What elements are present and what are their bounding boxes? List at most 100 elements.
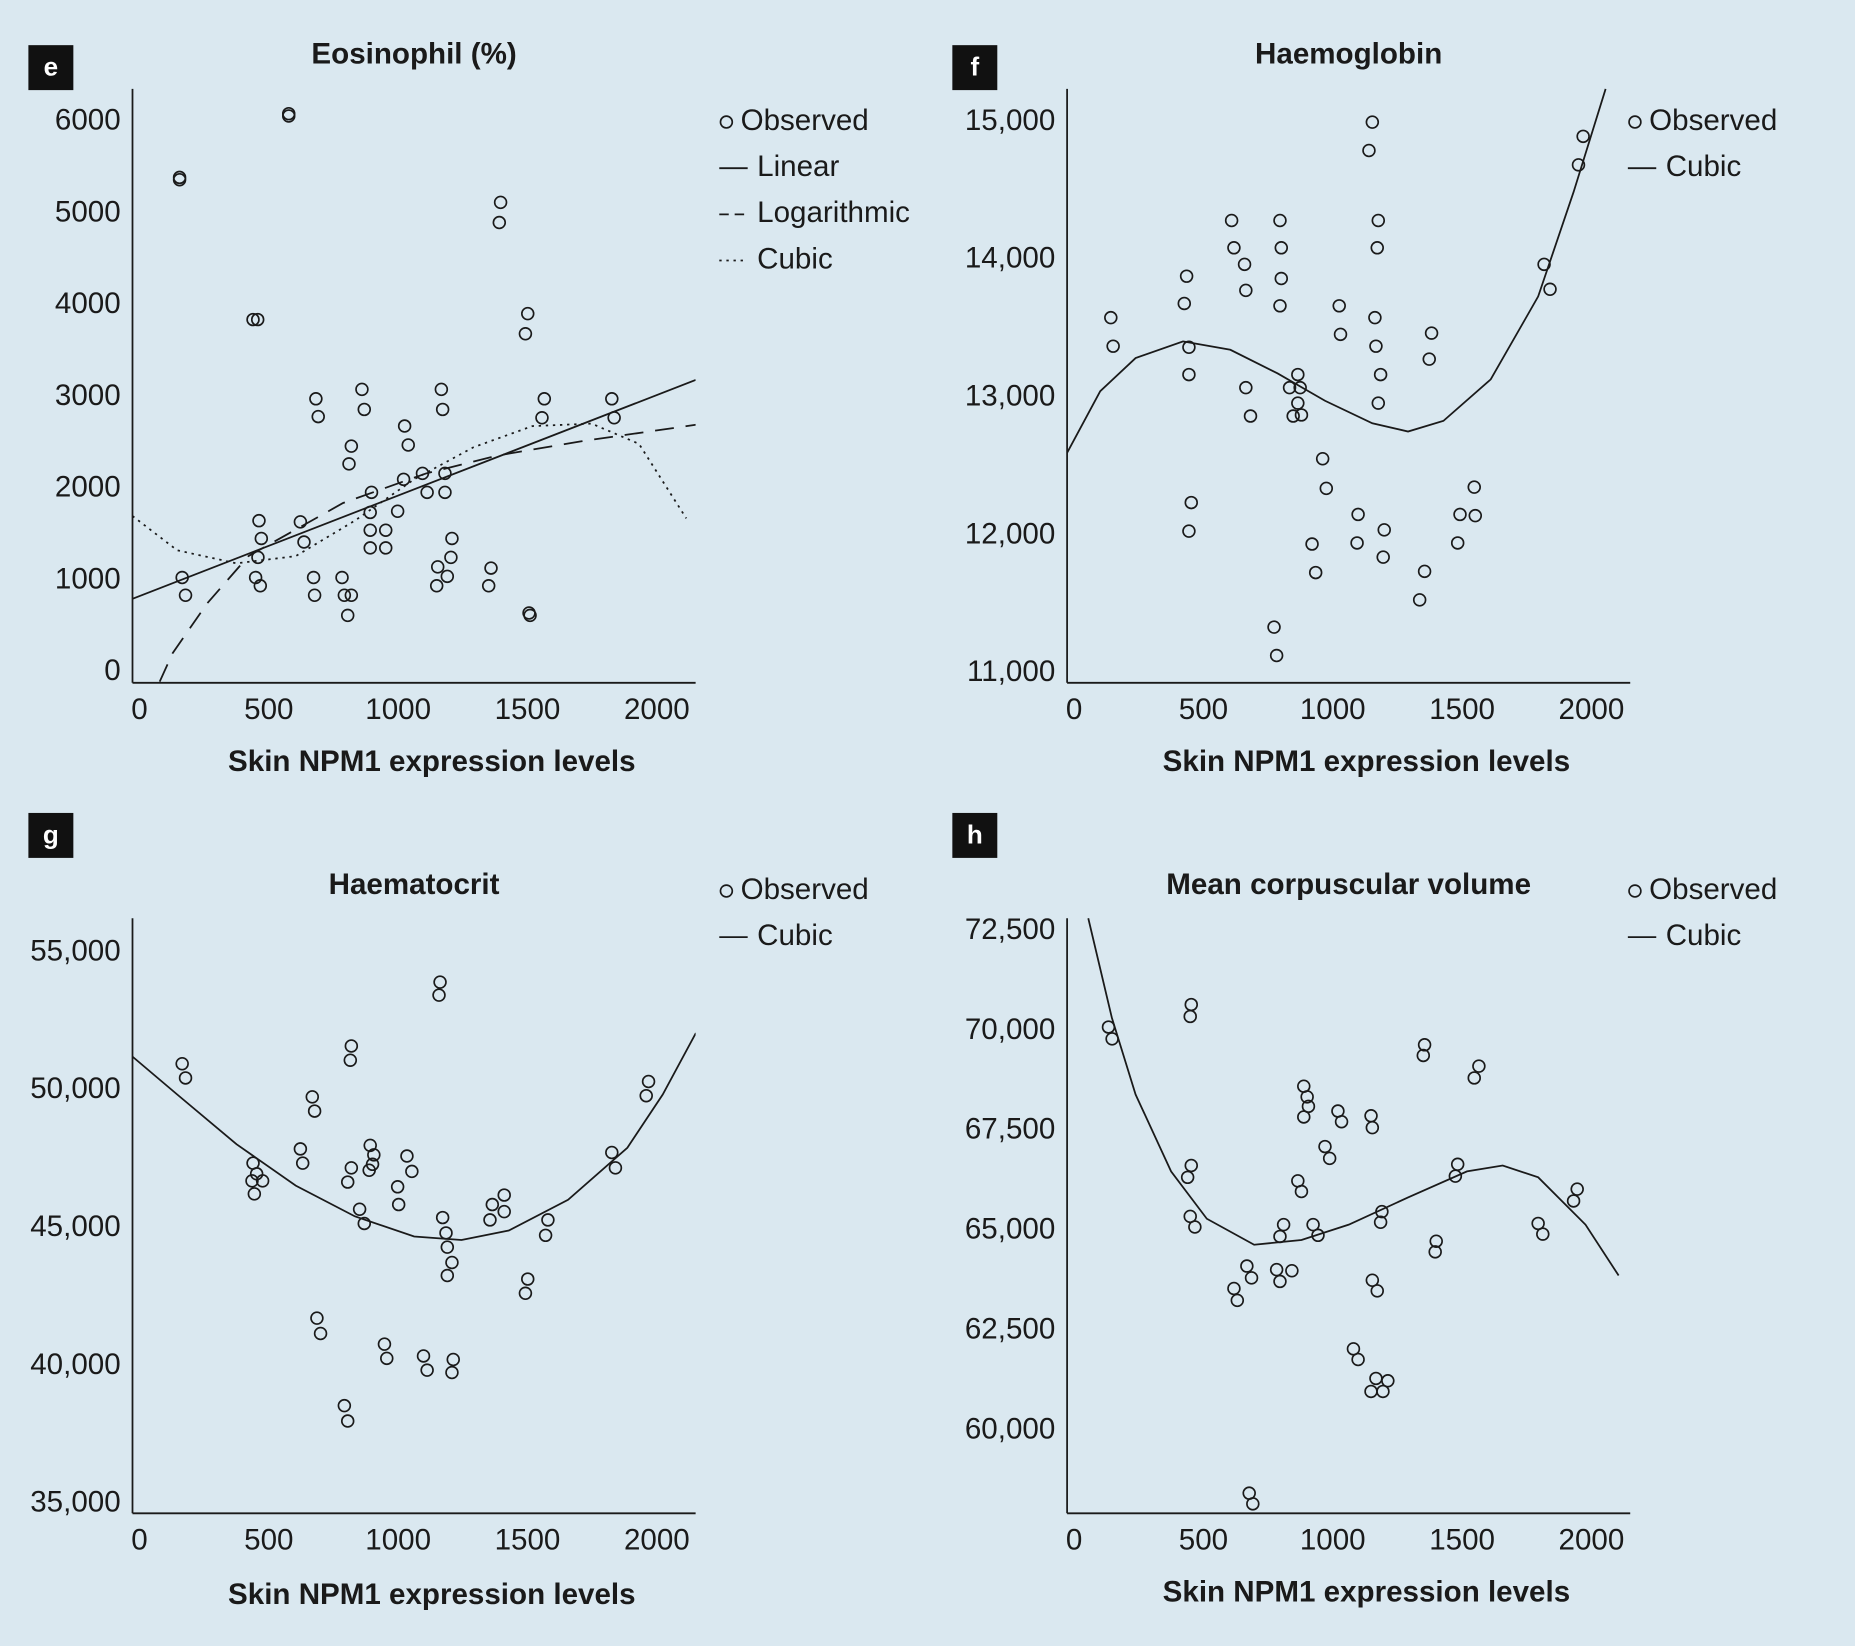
x-tick-label: 1000: [1300, 693, 1366, 726]
data-point: [396, 472, 411, 487]
data-point: [1428, 1245, 1442, 1259]
data-point: [1294, 408, 1309, 422]
data-point: [435, 1210, 450, 1225]
y-tick-label: 62,500: [965, 1312, 1055, 1345]
data-point: [1274, 241, 1289, 255]
data-point: [1571, 158, 1586, 172]
y-tick-label: 2000: [55, 471, 121, 504]
data-point: [444, 550, 458, 565]
panel-label-box: [28, 45, 74, 91]
data-point: [1362, 143, 1376, 158]
data-point: [307, 588, 322, 602]
data-point: [307, 1104, 322, 1118]
data-point: [1371, 396, 1386, 410]
x-tick-label: 500: [244, 693, 293, 726]
data-point: [1104, 310, 1118, 325]
data-point: [305, 1090, 320, 1104]
data-point: [605, 392, 619, 406]
legend-label: Observed: [1649, 873, 1777, 906]
data-point: [420, 485, 434, 500]
legend-label: Cubic: [757, 242, 833, 275]
y-tick-label: 3000: [55, 379, 121, 412]
data-point: [1424, 326, 1439, 340]
data-point: [446, 1352, 460, 1367]
y-tick-label: 12,000: [965, 517, 1055, 550]
data-point: [1276, 1217, 1291, 1232]
data-point: [363, 541, 377, 555]
data-point: [344, 439, 359, 453]
data-point: [1273, 299, 1287, 313]
x-tick-label: 1500: [495, 1524, 561, 1557]
x-tick-label: 1500: [1429, 693, 1495, 726]
panel-label: e: [44, 52, 58, 82]
y-tick-label: 1000: [55, 562, 121, 595]
data-point: [247, 1187, 262, 1201]
data-point: [342, 457, 356, 471]
data-point: [1370, 241, 1384, 255]
data-point: [250, 312, 265, 327]
x-tick-label: 2000: [1559, 693, 1625, 726]
data-point: [1332, 299, 1346, 313]
x-tick-label: 0: [1066, 693, 1082, 726]
data-point: [344, 588, 359, 602]
data-point: [1543, 282, 1557, 297]
x-tick-label: 500: [1179, 1524, 1228, 1557]
y-tick-label: 15,000: [965, 104, 1055, 137]
x-tick-label: 1000: [365, 1524, 431, 1557]
data-point: [1305, 537, 1319, 551]
data-point: [310, 1311, 324, 1325]
legend-label: Cubic: [757, 919, 833, 952]
data-point: [1570, 1182, 1584, 1196]
y-tick-label: 40,000: [30, 1348, 120, 1381]
data-point: [1269, 1262, 1284, 1277]
data-point: [344, 1161, 359, 1175]
data-point: [1448, 1169, 1463, 1183]
data-point: [281, 109, 296, 123]
data-point: [1429, 1234, 1443, 1248]
data-point: [420, 1363, 434, 1377]
data-point: [405, 1164, 419, 1179]
data-point: [390, 504, 405, 518]
data-point: [293, 515, 308, 529]
data-point: [1273, 213, 1287, 228]
data-point: [537, 392, 552, 406]
data-point: [1106, 339, 1120, 353]
y-tick-label: 50,000: [30, 1072, 120, 1105]
data-point: [1536, 1227, 1550, 1241]
data-point: [363, 1138, 377, 1153]
data-point: [1274, 271, 1289, 286]
legend-label: Cubic: [1666, 919, 1742, 952]
data-point: [1537, 257, 1551, 272]
data-point: [293, 1142, 308, 1156]
data-point: [367, 1148, 381, 1162]
data-point: [429, 579, 444, 593]
data-point: [1293, 380, 1307, 395]
data-point: [1286, 409, 1300, 423]
data-point: [1227, 1281, 1241, 1296]
data-point: [440, 1240, 455, 1254]
y-tick-label: 55,000: [30, 934, 120, 967]
data-point: [340, 1175, 355, 1189]
legend-label: Observed: [741, 873, 869, 906]
data-point: [518, 1286, 533, 1301]
data-point: [518, 327, 533, 341]
data-point: [440, 1268, 455, 1283]
data-point: [1244, 1271, 1259, 1285]
y-tick-label: 67,500: [965, 1113, 1055, 1146]
panel-label-box: [952, 812, 998, 858]
legend-label: Linear: [757, 150, 839, 183]
x-tick-label: 0: [131, 693, 147, 726]
data-point: [362, 1163, 376, 1177]
data-point: [433, 975, 447, 989]
data-point: [1412, 593, 1427, 607]
y-tick-label: 0: [104, 654, 120, 687]
y-tick-label: 14,000: [965, 242, 1055, 275]
data-point: [401, 438, 415, 452]
data-point: [1365, 115, 1380, 129]
data-point: [175, 1057, 189, 1071]
panel-label-box: [28, 812, 74, 858]
data-point: [357, 1216, 372, 1231]
data-point: [400, 1149, 414, 1163]
data-point: [1315, 452, 1330, 466]
data-point: [497, 1188, 511, 1202]
